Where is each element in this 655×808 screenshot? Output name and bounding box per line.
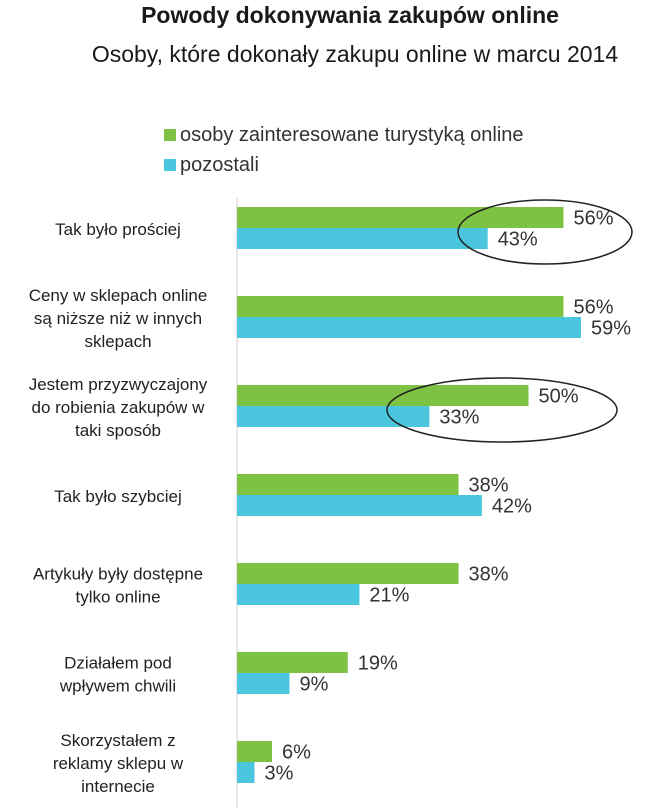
category-label: Jestem przyzwyczajony do robienia zakupów… <box>29 375 208 440</box>
category-label: Skorzystałem z reklamy sklepu w internecie <box>53 731 184 796</box>
bar-series-2 <box>237 495 482 516</box>
data-label-series-1: 38% <box>469 475 509 497</box>
data-label-series-1: 56% <box>573 208 613 230</box>
data-label-series-2: 59% <box>591 318 631 340</box>
legend-swatch-series-2 <box>164 159 176 171</box>
category-label: Tak było szybciej <box>54 487 182 506</box>
bar-series-2 <box>237 228 488 249</box>
bar-series-2 <box>237 673 290 694</box>
data-label-series-2: 42% <box>492 496 532 518</box>
data-label-series-2: 21% <box>369 585 409 607</box>
bar-series-1 <box>237 652 348 673</box>
data-label-series-1: 56% <box>573 297 613 319</box>
data-label-series-2: 33% <box>439 407 479 429</box>
category-label: Działałem pod wpływem chwili <box>59 654 176 696</box>
data-label-series-1: 38% <box>469 564 509 586</box>
data-label-series-2: 43% <box>498 229 538 251</box>
legend-item-series-1: osoby zainteresowane turystyką online <box>164 120 524 150</box>
bar-series-2 <box>237 762 255 783</box>
legend-item-series-2: pozostali <box>164 150 524 180</box>
chart-title: Powody dokonywania zakupów online <box>141 2 559 28</box>
bar-series-2 <box>237 406 430 427</box>
chart-legend: osoby zainteresowane turystyką online po… <box>164 120 524 180</box>
category-label: Ceny w sklepach online są niższe niż w in… <box>29 286 208 351</box>
legend-label-series-1: osoby zainteresowane turystyką online <box>180 123 524 146</box>
data-label-series-1: 50% <box>539 386 579 408</box>
bar-series-2 <box>237 584 360 605</box>
legend-swatch-series-1 <box>164 129 176 141</box>
legend-label-series-2: pozostali <box>180 153 259 176</box>
data-label-series-2: 9% <box>299 674 328 696</box>
category-label: Tak było prościej <box>55 220 181 239</box>
bar-series-1 <box>237 207 564 228</box>
highlight-ellipse <box>457 199 633 265</box>
data-label-series-1: 19% <box>358 653 398 675</box>
chart-subtitle: Osoby, które dokonały zakupu online w ma… <box>91 41 619 67</box>
bar-series-1 <box>237 474 459 495</box>
bar-series-1 <box>237 741 272 762</box>
bar-series-2 <box>237 317 581 338</box>
bar-series-1 <box>237 385 529 406</box>
highlight-ellipse <box>386 377 618 443</box>
bar-series-1 <box>237 296 564 317</box>
data-label-series-1: 6% <box>282 742 311 764</box>
bar-series-1 <box>237 563 459 584</box>
category-label: Artykuły były dostępne tylko online <box>33 565 203 607</box>
data-label-series-2: 3% <box>264 763 293 785</box>
